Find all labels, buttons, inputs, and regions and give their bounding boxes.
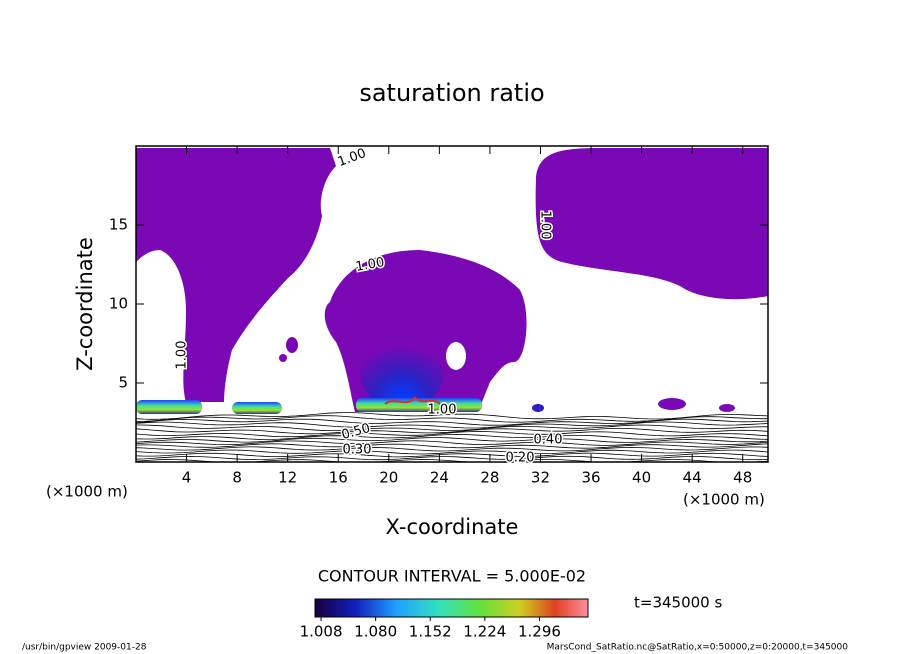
region [136, 400, 202, 414]
region [360, 334, 444, 410]
contour-line [136, 428, 768, 435]
contour-line [136, 440, 768, 446]
contour-line [136, 446, 768, 452]
region [279, 354, 287, 362]
x-tick-label: 24 [430, 469, 449, 487]
contour-label: 1.00 [354, 255, 385, 275]
contour-line [136, 443, 768, 449]
region [532, 404, 544, 412]
contour-label: 0.30 [343, 443, 372, 458]
contour-label: 0.20 [506, 451, 535, 466]
x-tick-label: 44 [683, 469, 702, 487]
region [232, 402, 282, 414]
region [719, 404, 735, 412]
x-tick-label: 40 [632, 469, 651, 487]
y-tick-label: 5 [118, 374, 128, 392]
colorbar-tick-label: 1.008 [300, 623, 343, 641]
contour-line [136, 437, 768, 443]
contour-label: 0.50 [340, 421, 372, 443]
x-unit: (×1000 m) [683, 491, 765, 509]
contour-interval: CONTOUR INTERVAL = 5.000E-02 [318, 567, 586, 586]
y-tick-label: 10 [109, 295, 128, 313]
contour-line [136, 449, 768, 455]
colorbar [314, 598, 589, 618]
region [286, 337, 298, 353]
chart-title: saturation ratio [359, 79, 544, 107]
y-unit: (×1000 m) [46, 483, 128, 501]
x-tick-label: 12 [278, 469, 297, 487]
x-tick-label: 32 [531, 469, 550, 487]
x-tick-label: 20 [379, 469, 398, 487]
contour-line [136, 455, 768, 461]
contour-line [136, 459, 768, 462]
time-label: t=345000 s [634, 594, 722, 612]
contour-line [136, 418, 768, 426]
x-tick-label: 36 [581, 469, 600, 487]
colorbar-tick-label: 1.224 [463, 623, 506, 641]
contour-line [136, 452, 768, 458]
x-tick-label: 4 [182, 469, 192, 487]
region [136, 148, 336, 402]
contour-line [136, 431, 768, 438]
colorbar-tick-label: 1.296 [518, 623, 561, 641]
x-tick-label: 48 [733, 469, 752, 487]
region [535, 148, 768, 300]
region [384, 396, 441, 405]
y-axis-label: Z-coordinate [73, 237, 97, 371]
contour-line [136, 412, 768, 420]
colorbar-tick-label: 1.152 [409, 623, 452, 641]
colorbar-tick-label: 1.080 [354, 623, 397, 641]
x-tick-label: 8 [232, 469, 242, 487]
footer-right: MarsCond_SatRatio.nc@SatRatio,x=0:50000,… [547, 643, 849, 653]
contour-label: 1.00 [428, 403, 457, 418]
contour-label: 0.40 [534, 433, 563, 448]
contour-label: 1.00 [538, 211, 553, 240]
contour-label: 1.00 [175, 341, 190, 370]
x-tick-label: 16 [329, 469, 348, 487]
footer-left: /usr/bin/gpview 2009-01-28 [22, 643, 147, 653]
contour-line [136, 433, 768, 440]
region [446, 342, 466, 370]
x-axis-label: X-coordinate [386, 515, 519, 539]
y-tick-label: 15 [109, 216, 128, 234]
contour-label: 1.00 [336, 146, 368, 170]
x-tick-label: 28 [480, 469, 499, 487]
contour-field [136, 148, 768, 462]
contour-line [136, 421, 768, 429]
contour-line [136, 424, 768, 431]
region [658, 398, 686, 410]
